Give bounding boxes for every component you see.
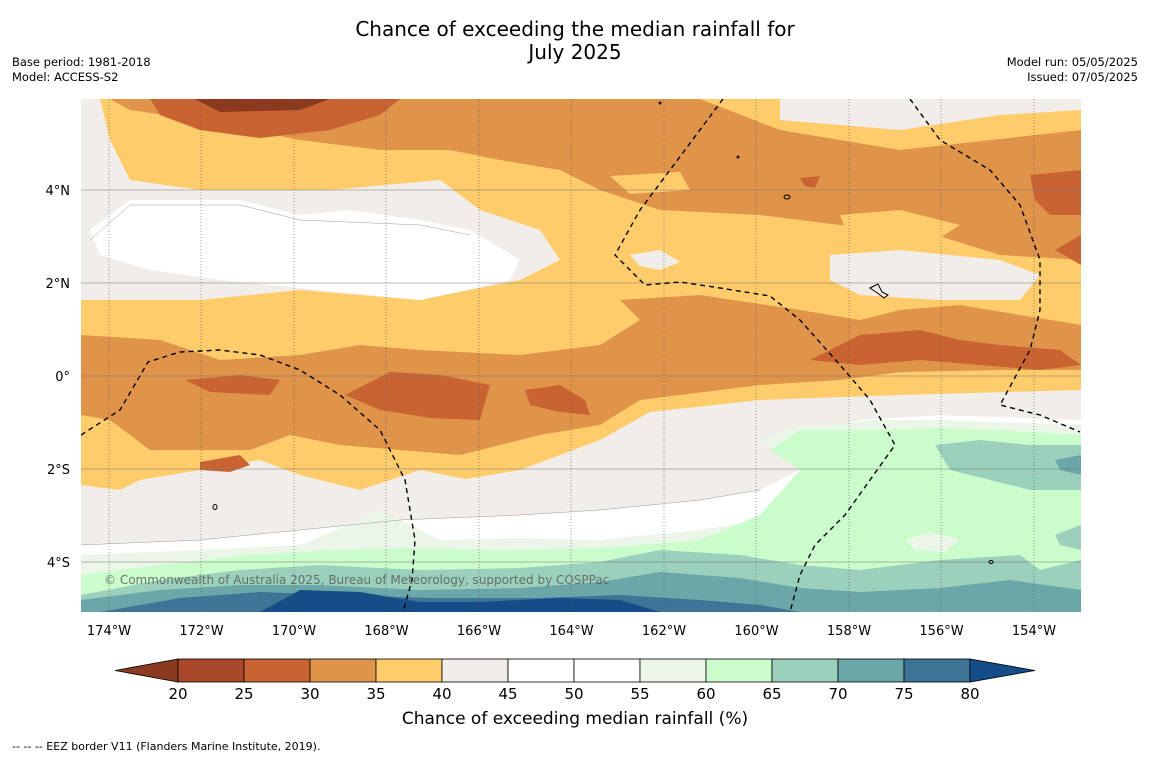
latitude-tick-label: 4°S	[47, 556, 70, 571]
colorbar-tick-label: 70	[828, 685, 847, 703]
longitude-tick-label: 154°W	[1012, 624, 1056, 639]
colorbar-tick-label: 50	[564, 685, 583, 703]
colorbar-segment	[243, 658, 311, 683]
base-period: Base period: 1981-2018	[12, 55, 151, 69]
colorbar-tick-label: 45	[498, 685, 517, 703]
colorbar-tick-label: 25	[234, 685, 253, 703]
colorbar-segment	[309, 658, 377, 683]
title-line-1: Chance of exceeding the median rainfall …	[355, 17, 795, 41]
eez-borders	[81, 99, 1081, 612]
title-line-2: July 2025	[528, 40, 622, 64]
latitude-tick-label: 2°S	[47, 463, 70, 478]
colorbar-segment	[375, 658, 443, 683]
colorbar-segment	[639, 658, 707, 683]
latitude-tick-label: 0°	[55, 370, 70, 385]
copyright-text: © Commonwealth of Australia 2025, Bureau…	[104, 573, 609, 587]
colorbar-segment	[507, 658, 575, 683]
colorbar-segment	[441, 658, 509, 683]
colorbar-tick-label: 60	[696, 685, 715, 703]
colorbar	[114, 658, 1036, 683]
colorbar-tick-label: 20	[168, 685, 187, 703]
latitude-axis: 4°N 2°N 0° 2°S 4°S	[46, 184, 71, 571]
longitude-tick-label: 166°W	[457, 624, 501, 639]
colorbar-segment	[705, 658, 773, 683]
colorbar-segment	[177, 658, 245, 683]
latitude-tick-label: 4°N	[46, 184, 71, 199]
colorbar-tick-label: 80	[960, 685, 979, 703]
map-title: Chance of exceeding the median rainfall …	[0, 18, 1150, 64]
map-field	[81, 99, 1081, 612]
colorbar-segment	[771, 658, 839, 683]
longitude-axis: 174°W 172°W 170°W 168°W 166°W 164°W 162°W 160°W…	[87, 624, 1056, 639]
colorbar-tick-label: 40	[432, 685, 451, 703]
longitude-tick-label: 162°W	[642, 624, 686, 639]
colorbar-extend-low	[114, 658, 179, 683]
longitude-tick-label: 164°W	[549, 624, 593, 639]
eez-footnote: -- -- -- EEZ border V11 (Flanders Marine…	[12, 740, 321, 753]
colorbar-tick-label: 35	[366, 685, 385, 703]
model-name: Model: ACCESS-S2	[12, 70, 119, 84]
model-run: Model run: 05/05/2025	[1006, 55, 1138, 69]
colorbar-label: Chance of exceeding median rainfall (%)	[401, 709, 749, 729]
colorbar-tick-label: 30	[300, 685, 319, 703]
colorbar-tick-label: 55	[630, 685, 649, 703]
longitude-tick-label: 174°W	[87, 624, 131, 639]
longitude-tick-label: 168°W	[364, 624, 408, 639]
issued-date: Issued: 07/05/2025	[1027, 70, 1138, 84]
longitude-tick-label: 158°W	[827, 624, 871, 639]
colorbar-tick-label: 65	[762, 685, 781, 703]
latitude-tick-label: 2°N	[46, 277, 71, 292]
colorbar-tick-label: 75	[894, 685, 913, 703]
colorbar-segment	[903, 658, 971, 683]
colorbar-segment	[837, 658, 905, 683]
metadata-right: Model run: 05/05/2025 Issued: 07/05/2025	[1007, 55, 1138, 85]
colorbar-ticks: 20 25 30 35 40 45 50 55 60 65 70 75 80	[168, 685, 979, 703]
longitude-tick-label: 156°W	[919, 624, 963, 639]
longitude-tick-label: 170°W	[272, 624, 316, 639]
islands	[212, 101, 994, 564]
colorbar-extend-high	[969, 658, 1036, 683]
metadata-left: Base period: 1981-2018 Model: ACCESS-S2	[12, 55, 151, 85]
longitude-tick-label: 172°W	[179, 624, 223, 639]
longitude-tick-label: 160°W	[734, 624, 778, 639]
colorbar-segment	[573, 658, 641, 683]
